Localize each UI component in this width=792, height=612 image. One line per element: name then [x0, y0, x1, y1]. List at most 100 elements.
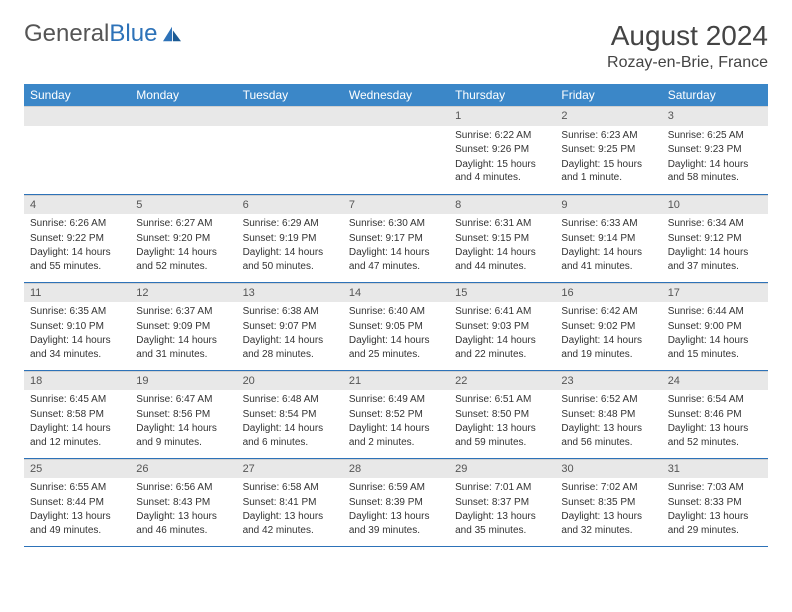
day-details: Sunrise: 6:42 AMSunset: 9:02 PMDaylight:…: [555, 302, 661, 366]
weekday-header: Thursday: [449, 84, 555, 106]
day-details: Sunrise: 6:30 AMSunset: 9:17 PMDaylight:…: [343, 214, 449, 278]
day-number: 2: [555, 106, 661, 126]
day-details: Sunrise: 6:40 AMSunset: 9:05 PMDaylight:…: [343, 302, 449, 366]
weekday-header: Tuesday: [237, 84, 343, 106]
sunset-text: Sunset: 9:02 PM: [561, 320, 655, 334]
daylight-text: Daylight: 14 hours and 12 minutes.: [30, 422, 124, 449]
sunrise-text: Sunrise: 6:47 AM: [136, 393, 230, 407]
sunrise-text: Sunrise: 6:23 AM: [561, 129, 655, 143]
sunrise-text: Sunrise: 6:41 AM: [455, 305, 549, 319]
sunrise-text: Sunrise: 6:34 AM: [668, 217, 762, 231]
sunrise-text: Sunrise: 6:29 AM: [243, 217, 337, 231]
day-cell: 13Sunrise: 6:38 AMSunset: 9:07 PMDayligh…: [237, 282, 343, 370]
calendar-table: SundayMondayTuesdayWednesdayThursdayFrid…: [24, 84, 768, 547]
day-details: Sunrise: 6:33 AMSunset: 9:14 PMDaylight:…: [555, 214, 661, 278]
day-number: 19: [130, 371, 236, 391]
calendar-row: 18Sunrise: 6:45 AMSunset: 8:58 PMDayligh…: [24, 370, 768, 458]
daylight-text: Daylight: 14 hours and 47 minutes.: [349, 246, 443, 273]
day-cell: 31Sunrise: 7:03 AMSunset: 8:33 PMDayligh…: [662, 458, 768, 546]
day-cell: 16Sunrise: 6:42 AMSunset: 9:02 PMDayligh…: [555, 282, 661, 370]
sunrise-text: Sunrise: 6:26 AM: [30, 217, 124, 231]
daylight-text: Daylight: 14 hours and 55 minutes.: [30, 246, 124, 273]
day-details: Sunrise: 6:25 AMSunset: 9:23 PMDaylight:…: [662, 126, 768, 190]
daylight-text: Daylight: 15 hours and 1 minute.: [561, 158, 655, 185]
sunrise-text: Sunrise: 7:01 AM: [455, 481, 549, 495]
day-cell: 19Sunrise: 6:47 AMSunset: 8:56 PMDayligh…: [130, 370, 236, 458]
day-details: Sunrise: 6:54 AMSunset: 8:46 PMDaylight:…: [662, 390, 768, 454]
day-cell: 30Sunrise: 7:02 AMSunset: 8:35 PMDayligh…: [555, 458, 661, 546]
day-cell: 2 Sunrise: 6:23 AMSunset: 9:25 PMDaylight…: [555, 106, 661, 194]
sunrise-text: Sunrise: 6:55 AM: [30, 481, 124, 495]
day-number: 27: [237, 459, 343, 479]
logo-part1: General: [24, 20, 109, 47]
sunset-text: Sunset: 9:19 PM: [243, 232, 337, 246]
sunrise-text: Sunrise: 6:30 AM: [349, 217, 443, 231]
daylight-text: Daylight: 14 hours and 52 minutes.: [136, 246, 230, 273]
day-cell: 15Sunrise: 6:41 AMSunset: 9:03 PMDayligh…: [449, 282, 555, 370]
daynum-empty: [24, 106, 130, 126]
daylight-text: Daylight: 14 hours and 28 minutes.: [243, 334, 337, 361]
title-block: August 2024 Rozay-en-Brie, France: [607, 20, 768, 72]
empty-cell: [24, 106, 130, 194]
day-cell: 21Sunrise: 6:49 AMSunset: 8:52 PMDayligh…: [343, 370, 449, 458]
sunrise-text: Sunrise: 6:59 AM: [349, 481, 443, 495]
day-number: 1: [449, 106, 555, 126]
day-number: 23: [555, 371, 661, 391]
day-details: Sunrise: 6:45 AMSunset: 8:58 PMDaylight:…: [24, 390, 130, 454]
day-cell: 12Sunrise: 6:37 AMSunset: 9:09 PMDayligh…: [130, 282, 236, 370]
daylight-text: Daylight: 13 hours and 56 minutes.: [561, 422, 655, 449]
day-number: 26: [130, 459, 236, 479]
sunrise-text: Sunrise: 6:37 AM: [136, 305, 230, 319]
sunrise-text: Sunrise: 6:49 AM: [349, 393, 443, 407]
sunset-text: Sunset: 8:58 PM: [30, 408, 124, 422]
day-cell: 6Sunrise: 6:29 AMSunset: 9:19 PMDaylight…: [237, 194, 343, 282]
day-number: 8: [449, 195, 555, 215]
daylight-text: Daylight: 13 hours and 59 minutes.: [455, 422, 549, 449]
weekday-header: Friday: [555, 84, 661, 106]
sunrise-text: Sunrise: 6:38 AM: [243, 305, 337, 319]
sunset-text: Sunset: 8:37 PM: [455, 496, 549, 510]
sunset-text: Sunset: 8:39 PM: [349, 496, 443, 510]
sunset-text: Sunset: 8:46 PM: [668, 408, 762, 422]
daynum-empty: [130, 106, 236, 126]
sunset-text: Sunset: 8:44 PM: [30, 496, 124, 510]
day-details: Sunrise: 6:47 AMSunset: 8:56 PMDaylight:…: [130, 390, 236, 454]
day-cell: 10Sunrise: 6:34 AMSunset: 9:12 PMDayligh…: [662, 194, 768, 282]
calendar-row: 25 Sunrise: 6:55 AMSunset: 8:44 PM Dayligh…: [24, 458, 768, 546]
day-number: 9: [555, 195, 661, 215]
daylight-text: Daylight: 14 hours and 31 minutes.: [136, 334, 230, 361]
day-number: 6: [237, 195, 343, 215]
daylight-text: Daylight: 14 hours and 44 minutes.: [455, 246, 549, 273]
day-number: 22: [449, 371, 555, 391]
sunrise-text: Sunrise: 6:54 AM: [668, 393, 762, 407]
calendar-row: 1Sunrise: 6:22 AMSunset: 9:26 PMDaylight…: [24, 106, 768, 194]
daylight-text: Daylight: 14 hours and 2 minutes.: [349, 422, 443, 449]
daylight-text: Daylight: 13 hours and 42 minutes.: [243, 510, 337, 537]
day-number: 20: [237, 371, 343, 391]
day-details: Sunrise: 7:01 AMSunset: 8:37 PMDaylight:…: [449, 478, 555, 542]
day-number: 4: [24, 195, 130, 215]
daylight-text: Daylight: 14 hours and 25 minutes.: [349, 334, 443, 361]
day-details: Sunrise: 6:27 AMSunset: 9:20 PMDaylight:…: [130, 214, 236, 278]
day-details: Sunrise: 6:59 AMSunset: 8:39 PMDaylight:…: [343, 478, 449, 542]
sunset-text: Sunset: 8:35 PM: [561, 496, 655, 510]
weekday-header: Sunday: [24, 84, 130, 106]
sunset-text: Sunset: 9:03 PM: [455, 320, 549, 334]
daylight-text: Daylight: 14 hours and 58 minutes.: [668, 158, 762, 185]
sunset-text: Sunset: 8:50 PM: [455, 408, 549, 422]
daynum-empty: [343, 106, 449, 126]
daylight-text: Daylight: 14 hours and 6 minutes.: [243, 422, 337, 449]
weekday-row: SundayMondayTuesdayWednesdayThursdayFrid…: [24, 84, 768, 106]
sunset-text: Sunset: 9:12 PM: [668, 232, 762, 246]
sunrise-text: Sunrise: 6:51 AM: [455, 393, 549, 407]
day-number: 7: [343, 195, 449, 215]
day-number: 21: [343, 371, 449, 391]
day-details: Sunrise: 6:52 AMSunset: 8:48 PMDaylight:…: [555, 390, 661, 454]
sunrise-text: Sunrise: 6:44 AM: [668, 305, 762, 319]
day-details: Sunrise: 6:37 AMSunset: 9:09 PMDaylight:…: [130, 302, 236, 366]
calendar-row: 11Sunrise: 6:35 AMSunset: 9:10 PMDayligh…: [24, 282, 768, 370]
day-details: Sunrise: 6:34 AMSunset: 9:12 PMDaylight:…: [662, 214, 768, 278]
day-cell: 29Sunrise: 7:01 AMSunset: 8:37 PMDayligh…: [449, 458, 555, 546]
sunset-text: Sunset: 9:25 PM: [561, 143, 655, 157]
day-number: 25: [24, 459, 130, 479]
